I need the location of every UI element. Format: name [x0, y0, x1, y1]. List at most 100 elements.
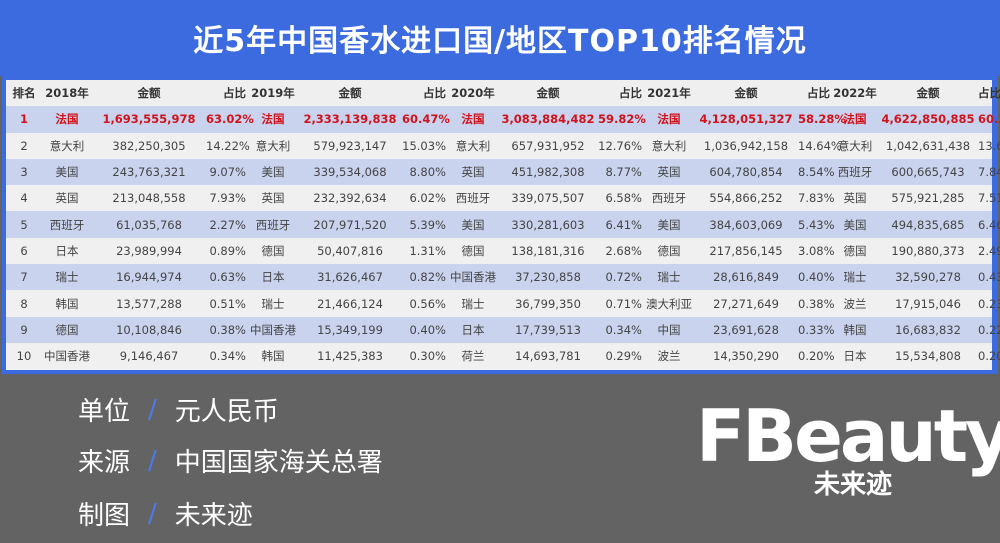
- share-cell: 7.93%: [206, 185, 248, 212]
- share-cell: 58.28%: [798, 106, 846, 133]
- unit-value: 元人民币: [174, 397, 279, 427]
- share-cell: 0.33%: [798, 316, 835, 343]
- country-cell: 英国: [832, 185, 878, 212]
- country-cell: 韩国: [248, 342, 298, 370]
- column-header: 金额: [878, 80, 978, 107]
- amount-cell: 579,923,147: [298, 132, 402, 159]
- column-header: 2022年: [832, 80, 878, 107]
- column-header: 2019年: [248, 80, 298, 107]
- share-cell: 0.23%: [978, 290, 1000, 317]
- country-cell: 意大利: [644, 132, 694, 159]
- column-header: 占比: [598, 80, 644, 107]
- share-cell: 0.22%: [978, 316, 1000, 343]
- country-cell: 美国: [42, 158, 92, 186]
- country-cell: 澳大利亚: [644, 290, 694, 317]
- separator: /: [148, 394, 157, 425]
- footer: 单位 / 元人民币 来源 / 中国国家海关总署 制图 / 未来迹: [0, 375, 1000, 543]
- amount-cell: 16,944,974: [92, 264, 206, 291]
- country-cell: 德国: [448, 237, 498, 265]
- country-cell: 韩国: [832, 316, 878, 343]
- share-cell: 8.54%: [798, 158, 835, 186]
- country-cell: 美国: [248, 158, 298, 186]
- share-cell: 2.27%: [206, 211, 248, 238]
- amount-cell: 494,835,685: [878, 211, 978, 238]
- share-cell: 0.56%: [402, 290, 448, 317]
- country-cell: 意大利: [248, 132, 298, 159]
- amount-cell: 9,146,467: [92, 342, 206, 370]
- country-cell: 德国: [832, 237, 878, 265]
- unit-row: 单位 / 元人民币: [78, 391, 279, 428]
- amount-cell: 657,931,952: [498, 132, 598, 159]
- share-cell: 12.76%: [598, 132, 644, 159]
- logo-subtext: 未来迹: [814, 470, 893, 500]
- country-cell: 日本: [248, 264, 298, 291]
- share-cell: 60.31%: [978, 106, 1000, 133]
- amount-cell: 23,989,994: [92, 237, 206, 265]
- amount-cell: 14,693,781: [498, 342, 598, 370]
- table-row: 4 英国 213,048,558 7.93% 英国 232,392,634 6.02% 西班牙…: [6, 185, 1000, 212]
- amount-cell: 17,915,046: [878, 290, 978, 317]
- logo-text: FBeauty: [696, 394, 1000, 478]
- chart-credit-label: 制图: [78, 501, 131, 531]
- column-header: 占比: [978, 80, 1000, 107]
- amount-cell: 27,271,649: [694, 290, 798, 317]
- amount-cell: 31,626,467: [298, 264, 402, 291]
- share-cell: 0.71%: [598, 290, 644, 317]
- amount-cell: 15,534,808: [878, 342, 978, 370]
- country-cell: 美国: [644, 211, 694, 238]
- table-row: 3 美国 243,763,321 9.07% 美国 339,534,068 8.80% 英国 4…: [6, 158, 1000, 186]
- share-cell: 13.60%: [978, 132, 1000, 159]
- column-header: 金额: [298, 80, 402, 107]
- country-cell: 意大利: [42, 132, 92, 159]
- amount-cell: 330,281,603: [498, 211, 598, 238]
- country-cell: 西班牙: [644, 185, 694, 212]
- amount-cell: 13,577,288: [92, 290, 206, 317]
- rank-cell: 7: [6, 264, 42, 291]
- share-cell: 0.34%: [206, 342, 248, 370]
- amount-cell: 14,350,290: [694, 342, 798, 370]
- share-cell: 0.34%: [598, 316, 644, 343]
- share-cell: 6.46%: [978, 211, 1000, 238]
- country-cell: 德国: [644, 237, 694, 265]
- ranking-table: 排名 2018年 金额 占比 2019年 金额 占比 2020年 金额 占比 2021年 金额 占比 20…: [6, 80, 1000, 370]
- ranking-table-frame: 排名 2018年 金额 占比 2019年 金额 占比 2020年 金额 占比 2021年 金额 占比 20…: [2, 76, 1000, 374]
- country-cell: 法国: [248, 106, 298, 133]
- country-cell: 英国: [248, 185, 298, 212]
- share-cell: 0.89%: [206, 237, 248, 265]
- column-header: 占比: [798, 80, 832, 107]
- table-row: 1 法国 1,693,555,978 63.02% 法国 2,333,139,838 60.…: [6, 106, 1000, 133]
- country-cell: 瑞士: [644, 264, 694, 291]
- amount-cell: 217,856,145: [694, 237, 798, 265]
- column-header: 金额: [498, 80, 598, 107]
- share-cell: 15.03%: [402, 132, 448, 159]
- rank-cell: 6: [6, 237, 42, 265]
- country-cell: 意大利: [448, 132, 498, 159]
- rank-cell: 1: [6, 106, 42, 133]
- amount-cell: 207,971,520: [298, 211, 402, 238]
- amount-cell: 50,407,816: [298, 237, 402, 265]
- amount-cell: 3,083,884,482: [498, 106, 598, 133]
- amount-cell: 1,042,631,438: [878, 132, 978, 159]
- amount-cell: 4,128,051,327: [694, 106, 798, 133]
- share-cell: 7.83%: [798, 185, 835, 212]
- column-header: 2021年: [644, 80, 694, 107]
- amount-cell: 17,739,513: [498, 316, 598, 343]
- amount-cell: 243,763,321: [92, 158, 206, 186]
- chart-credit-row: 制图 / 未来迹: [78, 495, 253, 532]
- country-cell: 中国: [644, 316, 694, 343]
- country-cell: 西班牙: [248, 211, 298, 238]
- column-header: 占比: [206, 80, 248, 107]
- amount-cell: 36,799,350: [498, 290, 598, 317]
- country-cell: 法国: [644, 106, 694, 133]
- share-cell: 6.02%: [402, 185, 448, 212]
- amount-cell: 575,921,285: [878, 185, 978, 212]
- share-cell: 0.40%: [402, 316, 448, 343]
- column-header: 占比: [402, 80, 448, 107]
- amount-cell: 10,108,846: [92, 316, 206, 343]
- share-cell: 5.43%: [798, 211, 835, 238]
- rank-cell: 2: [6, 132, 42, 159]
- country-cell: 中国香港: [42, 342, 92, 370]
- amount-cell: 604,780,854: [694, 158, 798, 186]
- page-title: 近5年中国香水进口国/地区TOP10排名情况: [0, 0, 1000, 76]
- amount-cell: 339,534,068: [298, 158, 402, 186]
